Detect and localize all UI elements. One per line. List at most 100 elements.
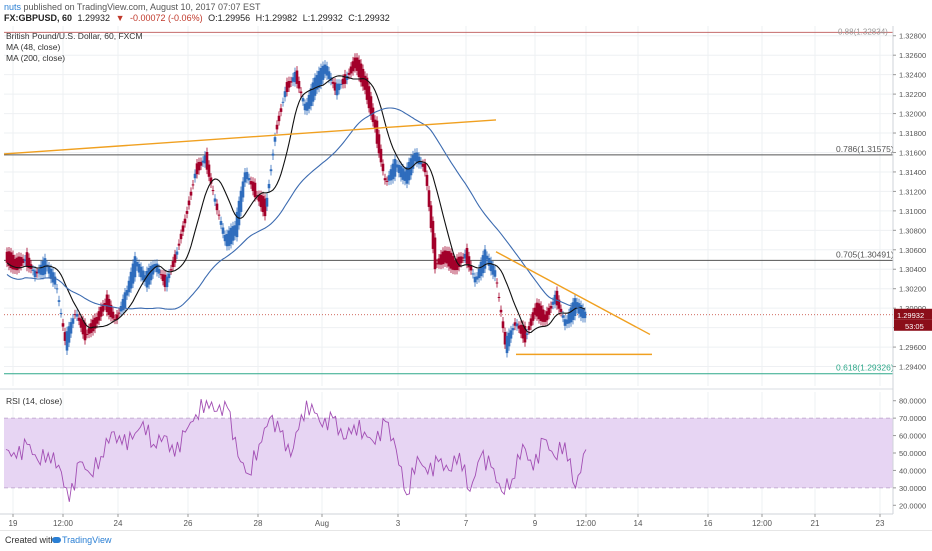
candle-body [145, 270, 149, 288]
candle-body [431, 220, 435, 249]
trendlines[interactable] [3, 119, 652, 356]
candle-body [15, 257, 19, 271]
price-chart[interactable]: 0.88(1.32834) 0.786(1.31575) 0.705(1.30491… [0, 26, 932, 530]
candle-body [419, 161, 423, 165]
candle-body [461, 257, 465, 259]
rsi-axis[interactable]: 80.0000 70.0000 60.0000 50.0000 40.0000 30.00… [893, 397, 926, 511]
moving-averages [6, 75, 586, 334]
candle-body [177, 243, 181, 246]
time-tick-label: 12:00 [53, 519, 74, 528]
candle-body [401, 168, 405, 180]
candle-body [559, 308, 563, 312]
candle-body [475, 276, 479, 280]
candle-body [59, 312, 63, 314]
candle-body [557, 299, 561, 309]
candle-body [549, 305, 553, 309]
candle-body [311, 82, 315, 102]
price-tick-label: 1.30400 [899, 265, 926, 274]
candle-body [103, 303, 107, 306]
candle-body [155, 263, 159, 273]
candle-body [411, 155, 415, 169]
candle-body [545, 311, 549, 321]
candle-body [183, 218, 187, 224]
ma200-line [6, 107, 586, 311]
candle-body [27, 257, 31, 269]
candle-body [147, 267, 151, 285]
time-tick-label: 12:00 [576, 519, 597, 528]
published-text: published on TradingView.com, August 10,… [23, 2, 261, 12]
price-axis[interactable]: 1.32800 1.32600 1.32400 1.32200 1.32000 1.318… [892, 26, 932, 514]
candle-body [325, 66, 329, 76]
candle-body [417, 156, 421, 165]
candle-body [285, 82, 289, 93]
rsi-tick-label: 30.0000 [899, 484, 926, 493]
candle-body [433, 237, 437, 270]
candle-body [215, 203, 219, 211]
tradingview-brand-link[interactable]: TradingView [62, 535, 112, 545]
candle-body [499, 309, 503, 313]
candle-body [227, 230, 231, 246]
rsi-tick-label: 80.0000 [899, 397, 926, 406]
price-tick-label: 1.29400 [899, 363, 926, 372]
candle-body [125, 290, 129, 296]
candle-body [211, 190, 215, 192]
candle-body [441, 251, 445, 265]
candle-body [257, 194, 261, 202]
legend-ma200: MA (200, close) [6, 53, 65, 63]
price-tick-label: 1.31800 [899, 129, 926, 138]
candle-body [11, 254, 15, 270]
candle-body [497, 296, 501, 298]
candle-body [407, 162, 411, 181]
author-name[interactable]: nuts [4, 2, 22, 12]
candle-body [337, 83, 341, 91]
candle-body [39, 264, 43, 275]
candle-body [241, 181, 245, 198]
candle-body [315, 75, 319, 90]
candle-body [565, 319, 569, 324]
candle-body [67, 326, 71, 343]
chart-legend: British Pound/U.S. Dollar, 60, FXCM MA (… [6, 31, 143, 406]
candle-body [231, 226, 235, 241]
candle-body [487, 258, 491, 266]
candle-body [529, 318, 533, 326]
candle-body [511, 328, 515, 331]
candle-body [289, 81, 293, 83]
candle-body [13, 258, 17, 270]
change-arrow-icon: ▼ [115, 13, 125, 23]
candle-body [405, 166, 409, 184]
candle-body [333, 82, 337, 91]
candle-body [505, 335, 509, 354]
candle-body [37, 268, 41, 274]
candle-body [95, 316, 99, 324]
time-axis[interactable]: 19 12:00 24 26 28 Aug 3 7 9 12:00 14 16 12:00 21 23 [0, 513, 893, 528]
rsi-line [5, 399, 587, 502]
candle-body [105, 294, 109, 313]
candle-body [173, 254, 177, 263]
candle-body [399, 166, 403, 178]
candle-body [579, 305, 583, 317]
legend-ma48: MA (48, close) [6, 42, 60, 52]
candle-body [101, 304, 105, 312]
candle-body [389, 169, 393, 181]
candle-body [115, 314, 119, 320]
symbol-label[interactable]: FX:GBPUSD, 60 [4, 13, 73, 23]
candle-body [541, 309, 545, 322]
candle-body [131, 263, 135, 284]
candle-body [451, 256, 455, 270]
candle-body [253, 182, 257, 198]
candle-body [341, 78, 345, 85]
candle-body [49, 268, 53, 279]
candle-body [233, 225, 237, 236]
candle-body [301, 98, 305, 102]
fib-label: 0.786(1.31575) [836, 144, 894, 154]
candle-body [317, 71, 321, 88]
candle-body [135, 261, 139, 267]
candle-body [137, 263, 141, 273]
candle-body [189, 191, 193, 196]
price-tick-label: 1.32600 [899, 51, 926, 60]
legend-title: British Pound/U.S. Dollar, 60, FXCM [6, 31, 143, 41]
candle-body [185, 211, 189, 214]
candle-body [273, 137, 277, 142]
candle-body [521, 324, 525, 339]
candle-body [395, 164, 399, 168]
